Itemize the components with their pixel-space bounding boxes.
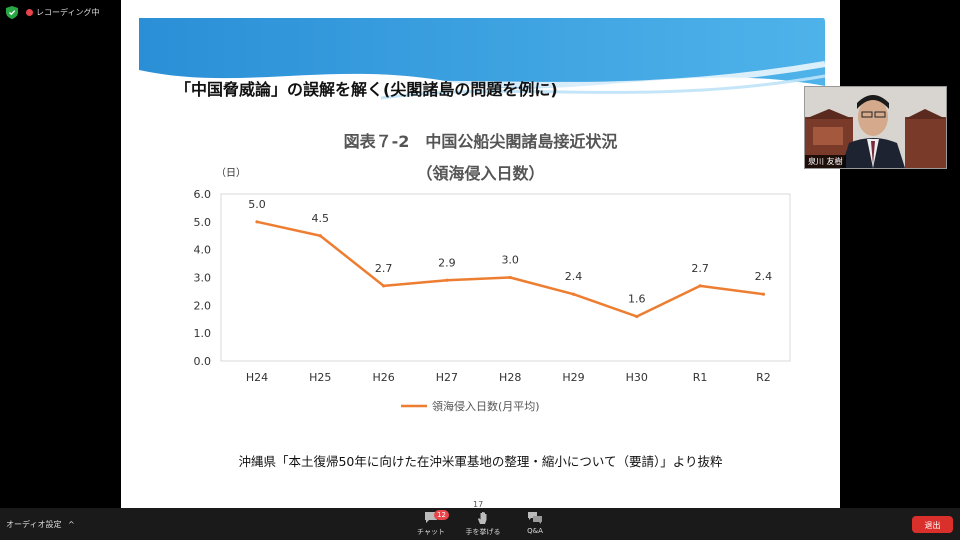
data-label: 1.6 xyxy=(628,292,646,305)
source-caption: 沖縄県「本土復帰50年に向けた在沖米軍基地の整理・縮小について（要請）」より抜粋 xyxy=(238,454,723,469)
data-label: 2.4 xyxy=(755,270,773,283)
chat-label: チャット xyxy=(417,528,445,536)
recording-label: レコーディング中 xyxy=(36,8,100,17)
top-indicators: レコーディング中 xyxy=(6,6,99,19)
qa-icon xyxy=(512,511,558,525)
data-points xyxy=(255,220,766,319)
x-tick-label: H27 xyxy=(436,371,458,384)
x-tick-label: H28 xyxy=(499,371,521,384)
slide-banner xyxy=(139,18,826,118)
x-tick-label: R2 xyxy=(756,371,771,384)
data-point xyxy=(255,220,259,224)
data-label: 2.4 xyxy=(565,270,583,283)
x-axis-ticks: H24 H25 H26 H27 H28 H29 H30 R1 R2 xyxy=(246,371,771,384)
shared-slide: 「中国脅威論」の誤解を解く(尖閣諸島の問題を例に) 図表７-2 中国公船尖閣諸島… xyxy=(121,0,840,508)
audio-settings-label: オーディオ設定 xyxy=(6,520,62,529)
y-tick-label: 5.0 xyxy=(194,216,212,229)
data-point xyxy=(571,292,576,296)
x-tick-label: R1 xyxy=(693,371,708,384)
participant-video[interactable]: 泉川 友樹 xyxy=(804,86,947,169)
participant-name: 泉川 友樹 xyxy=(805,155,846,168)
series-line xyxy=(256,220,764,318)
y-tick-label: 6.0 xyxy=(194,188,212,201)
security-shield-icon[interactable] xyxy=(6,6,18,19)
y-tick-label: 2.0 xyxy=(194,299,212,312)
slide-title: 「中国脅威論」の誤解を解く(尖閣諸島の問題を例に) xyxy=(175,80,558,99)
leave-button[interactable]: 退出 xyxy=(912,516,953,533)
data-label: 3.0 xyxy=(501,254,519,267)
chart-title: 図表７-2 中国公船尖閣諸島接近状況 xyxy=(343,132,618,151)
participant-video-image xyxy=(805,87,946,168)
y-axis-label: （日） xyxy=(216,167,246,179)
chevron-up-icon: ^ xyxy=(68,520,75,529)
chat-button[interactable]: 12 チャット xyxy=(408,510,454,537)
data-label: 2.9 xyxy=(438,256,456,269)
data-point xyxy=(508,275,512,280)
y-tick-label: 4.0 xyxy=(194,244,212,257)
data-point xyxy=(635,314,639,319)
data-point xyxy=(382,284,386,288)
x-tick-label: H29 xyxy=(562,371,584,384)
x-tick-label: H24 xyxy=(246,371,268,384)
y-tick-label: 1.0 xyxy=(194,327,212,340)
qa-label: Q&A xyxy=(527,527,543,535)
data-point xyxy=(318,234,322,238)
audio-settings-button[interactable]: オーディオ設定 ^ xyxy=(6,519,75,530)
chat-unread-badge: 12 xyxy=(434,510,449,520)
data-point xyxy=(698,284,702,288)
y-axis-ticks: 0.0 1.0 2.0 3.0 4.0 5.0 6.0 xyxy=(194,188,212,368)
legend-entry: 領海侵入日数(月平均) xyxy=(432,399,540,413)
recording-indicator[interactable]: レコーディング中 xyxy=(26,7,99,18)
y-tick-label: 3.0 xyxy=(194,272,212,285)
data-label: 2.7 xyxy=(375,262,393,275)
data-point xyxy=(445,278,449,282)
x-tick-label: H26 xyxy=(372,371,394,384)
hand-icon xyxy=(460,511,506,525)
chart-subtitle: （領海侵入日数） xyxy=(416,164,545,183)
plot-area-border xyxy=(220,193,791,362)
qa-button[interactable]: Q&A xyxy=(512,511,558,535)
y-tick-label: 0.0 xyxy=(194,355,212,368)
meeting-toolbar: オーディオ設定 ^ 12 チャット 手を挙げる Q&A 退出 xyxy=(0,508,960,540)
raise-hand-label: 手を挙げる xyxy=(465,528,501,536)
line-chart: （日） 0.01.02.03.04.05.06.0 H24 H25 H26 H27 H2… xyxy=(194,167,791,413)
data-label: 4.5 xyxy=(312,212,330,225)
data-point xyxy=(761,292,766,296)
data-labels: 5.0 4.5 2.7 2.9 3.0 2.4 1.6 2.7 2.4 xyxy=(248,198,772,306)
record-dot-icon xyxy=(26,9,33,16)
data-label: 2.7 xyxy=(691,262,709,275)
x-tick-label: H30 xyxy=(626,371,648,384)
raise-hand-button[interactable]: 手を挙げる xyxy=(460,511,506,537)
data-label: 5.0 xyxy=(248,198,266,211)
page-number: 17 xyxy=(473,500,484,508)
x-tick-label: H25 xyxy=(309,371,331,384)
